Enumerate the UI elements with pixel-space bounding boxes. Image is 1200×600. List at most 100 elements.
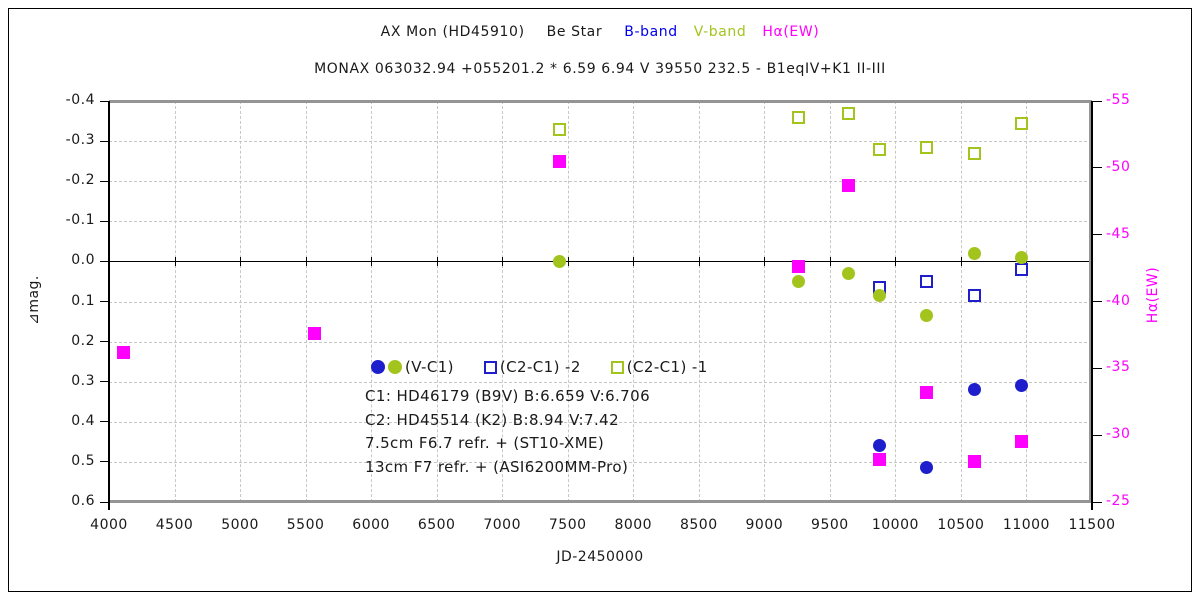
legend-item-c2-c1-minus1: (C2-C1) -1 [610, 358, 708, 376]
x-axis-tick-label: 9500 [811, 517, 849, 533]
horizontal-gridline [109, 381, 1092, 383]
y-right-tick [1093, 367, 1102, 369]
x-axis-tick [174, 257, 176, 267]
y-right-tick-label: -25 [1106, 493, 1131, 509]
x-axis-tick [502, 257, 504, 267]
comparison-star-notes: C1: HD46179 (B9V) B:6.659 V:6.706 C2: HD… [365, 385, 650, 479]
data-point-filled-square-magenta [967, 455, 981, 469]
horizontal-gridline [109, 141, 1092, 143]
x-axis-tick [829, 257, 831, 267]
y-left-tick [100, 260, 109, 262]
y-left-tick-label: 0.1 [71, 292, 95, 309]
x-axis-tick [895, 257, 897, 267]
y-left-tick-label: 0.6 [71, 493, 95, 509]
x-axis-tick-label: 8500 [679, 517, 718, 533]
data-point-open-square-green [873, 142, 887, 156]
y-left-tick-label: 0.2 [71, 332, 95, 349]
y-left-tick [100, 421, 109, 423]
x-axis-tick-label: 6000 [352, 517, 390, 533]
data-point-filled-square-magenta [920, 385, 934, 399]
title-halpha-label: Hα(EW) [762, 24, 820, 40]
x-axis-tick-label: 10500 [937, 517, 985, 533]
data-point-open-square-green [920, 140, 934, 154]
legend-label: (V-C1) [405, 358, 454, 376]
data-point-open-square-green [791, 110, 805, 124]
y-right-tick-label: -50 [1106, 158, 1131, 175]
data-point-filled-square-magenta [116, 345, 130, 359]
data-point-filled-circle-blue [967, 383, 981, 397]
catalog-data-line: MONAX 063032.94 +055201.2 * 6.59 6.94 V … [314, 61, 886, 77]
y-right-tick-label: -35 [1106, 359, 1131, 376]
note-c2: C2: HD45514 (K2) B:8.94 V:7.42 [365, 410, 620, 429]
data-point-open-square-blue [967, 288, 981, 302]
y-left-tick-label: 0.4 [71, 412, 95, 429]
zero-mag-line [109, 260, 1092, 262]
horizontal-gridline [109, 341, 1092, 343]
chart-title: AX Mon (HD45910) Be Star B-band V-band H… [0, 24, 1200, 40]
x-axis-tick-label: 4000 [90, 517, 128, 533]
x-axis-tick-label: 4500 [155, 517, 194, 533]
horizontal-gridline [109, 461, 1092, 463]
x-axis-tick [1026, 257, 1028, 267]
y-right-tick [1093, 434, 1102, 436]
horizontal-gridline [109, 421, 1092, 423]
x-axis-tick-label: 11000 [1002, 517, 1050, 533]
data-point-filled-square-magenta [1014, 435, 1028, 449]
filled-circle-green-icon [388, 360, 402, 374]
data-point-filled-square-magenta [841, 178, 855, 192]
filled-circle-blue-icon [371, 360, 385, 374]
y-right-tick-label: -55 [1106, 92, 1131, 108]
x-axis-tick [764, 257, 766, 267]
y-left-tick [100, 501, 109, 503]
data-point-filled-square-magenta [553, 154, 567, 168]
plot-area [100, 100, 1102, 510]
y-left-tick-label: -0.4 [65, 92, 95, 108]
plot-frame-top [109, 100, 1092, 103]
y-left-tick [100, 341, 109, 343]
title-v-band-label: V-band [693, 24, 747, 40]
data-point-filled-circle-green [841, 266, 855, 280]
plot-frame-right [1089, 101, 1092, 502]
y-left-tick [100, 301, 109, 302]
legend-label: (C2-C1) -1 [626, 358, 708, 376]
y-left-tick-label: 0.0 [71, 252, 95, 269]
x-axis-tick-label: 11500 [1068, 517, 1116, 533]
x-axis-tick [633, 257, 635, 267]
y-axis-right-label: Hα(EW) [1145, 266, 1161, 324]
y-left-tick [100, 100, 109, 102]
y-left-tick [100, 461, 109, 463]
title-star-name: AX Mon (HD45910) [380, 24, 525, 40]
x-axis-label: JD-2450000 [556, 549, 644, 565]
y-right-tick [1093, 234, 1102, 236]
y-left-tick [100, 220, 109, 222]
data-point-filled-square-magenta [791, 260, 805, 274]
x-axis-tick [240, 257, 242, 267]
open-square-blue-icon [483, 360, 497, 374]
y-left-tick-label: -0.2 [65, 172, 95, 189]
data-point-open-square-green [1014, 116, 1028, 130]
x-axis-tick-label: 7000 [483, 517, 521, 533]
title-star-type: Be Star [546, 24, 603, 40]
data-point-filled-circle-green [967, 246, 981, 260]
right-axis-line [1091, 101, 1093, 510]
plot-frame-bottom [109, 500, 1092, 503]
data-point-filled-circle-blue [873, 439, 887, 453]
data-point-open-square-green [967, 146, 981, 160]
y-right-tick [1093, 501, 1102, 503]
note-c1: C1: HD46179 (B9V) B:6.659 V:6.706 [365, 387, 651, 405]
x-axis-tick [698, 257, 700, 267]
x-axis-tick [960, 257, 962, 267]
x-axis-tick [371, 257, 373, 267]
horizontal-gridline [109, 181, 1092, 183]
data-point-filled-square-magenta [873, 452, 887, 466]
x-axis-tick-label: 9000 [745, 517, 784, 533]
data-point-open-square-green [841, 106, 855, 120]
y-right-tick [1093, 167, 1102, 169]
x-axis-tick-label: 8000 [614, 517, 653, 533]
note-telescope-2: 13cm F7 refr. + (ASI6200MM-Pro) [365, 457, 629, 476]
data-point-filled-circle-green [791, 274, 805, 288]
data-point-open-square-blue [1014, 262, 1028, 276]
horizontal-gridline [109, 221, 1092, 223]
note-telescope-1: 7.5cm F6.7 refr. + (ST10-XME) [365, 434, 605, 452]
